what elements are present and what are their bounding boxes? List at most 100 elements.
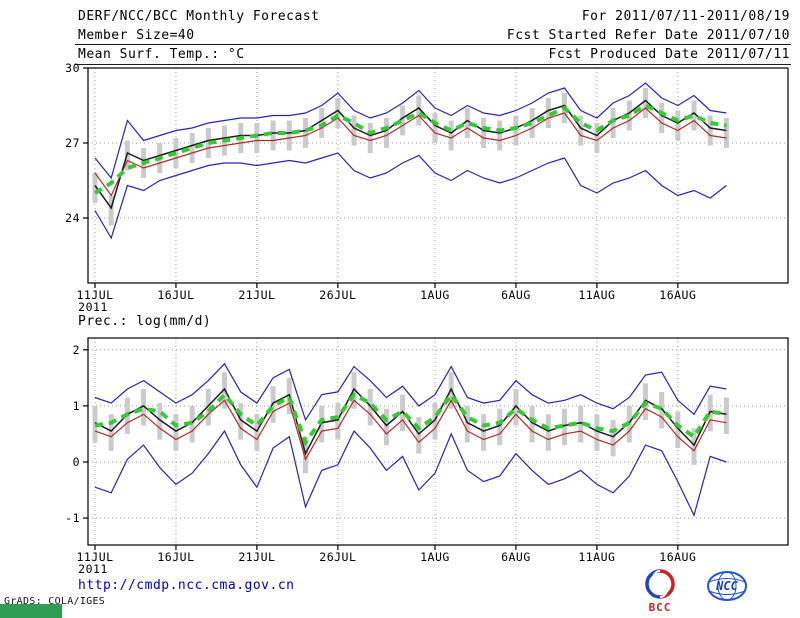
x-year-label: 2011: [78, 300, 108, 314]
spread-bar: [513, 389, 519, 426]
spread-bar: [691, 428, 697, 465]
x-tick-label: 11AUG: [578, 288, 615, 302]
x-tick-label: 11JUL: [76, 288, 113, 302]
x-year-label: 2011: [78, 562, 108, 576]
x-tick-label: 6AUG: [501, 550, 531, 564]
y-tick-label: 30: [65, 61, 80, 75]
header-row-1: DERF/NCC/BCC Monthly Forecast For 2011/0…: [78, 7, 790, 26]
spread-bar: [108, 195, 114, 226]
header-divider-2: [75, 64, 791, 65]
ncc-logo-meridian: [717, 571, 737, 601]
precip-panel-label: Prec.: log(mm/d): [78, 314, 212, 329]
spread-bar: [594, 123, 600, 153]
spread-bar: [286, 120, 292, 151]
spread-bar: [254, 123, 260, 153]
spread-bar: [707, 115, 713, 146]
spread-bar: [610, 419, 616, 457]
spread-bar: [189, 133, 195, 163]
spread-bar: [416, 417, 422, 454]
series-climatology: [93, 103, 727, 195]
spread-bar: [529, 405, 535, 443]
x-tick-label: 26JUL: [319, 550, 356, 564]
bcc-logo-swirl: [652, 570, 668, 598]
logos: BCC NCC: [645, 569, 747, 614]
spread-bar: [545, 414, 551, 451]
spread-bar: [545, 98, 551, 128]
spread-bar: [319, 108, 325, 138]
x-tick-label: 26JUL: [319, 288, 356, 302]
y-tick-label: 1: [73, 399, 80, 413]
series-climatology: [94, 391, 727, 447]
series-ensemble-min: [94, 429, 727, 518]
spread-bar: [691, 100, 697, 131]
x-tick-label: 11JUL: [76, 550, 113, 564]
spread-bar: [432, 113, 438, 143]
spread-bar: [464, 405, 470, 443]
spread-bar: [481, 414, 487, 451]
series-ensemble-mean: [94, 387, 727, 456]
spread-bar: [400, 105, 406, 136]
spread-bar: [173, 414, 179, 451]
spread-bar: [238, 403, 244, 440]
spread-bar: [578, 405, 584, 443]
spread-bar: [92, 173, 98, 203]
x-tick-label: 21JUL: [238, 288, 275, 302]
series-ensemble-max: [94, 82, 727, 180]
spread-bar: [723, 118, 729, 148]
series-ensemble-min: [94, 152, 727, 240]
x-tick-label: 21JUL: [238, 550, 275, 564]
y-tick-label: -1: [65, 511, 80, 525]
spread-bar: [642, 88, 648, 118]
plot-frame: [87, 337, 789, 546]
spread-bar: [723, 397, 729, 434]
spread-bar: [626, 100, 632, 131]
x-tick-label: 16AUG: [659, 550, 696, 564]
spread-bar: [610, 108, 616, 138]
ncc-logo: NCC: [707, 571, 747, 601]
spread-bar: [481, 118, 487, 148]
forecast-range-label: For 2011/07/11-2011/08/19: [581, 9, 790, 24]
member-size-label: Member Size=40: [78, 28, 195, 43]
spread-bar: [513, 115, 519, 146]
fcst-produced-label: Fcst Produced Date 2011/07/11: [548, 47, 790, 62]
spread-bar: [141, 389, 147, 426]
x-tick-label: 11AUG: [578, 550, 615, 564]
spread-bar: [351, 115, 357, 146]
spread-bar: [367, 389, 373, 426]
header-divider-1: [75, 44, 791, 45]
spread-bar: [416, 95, 422, 126]
ncc-logo-parallel-bottom: [708, 590, 746, 595]
spread-bar: [562, 408, 568, 446]
spread-bar: [675, 411, 681, 448]
spread-bar: [578, 115, 584, 146]
spread-bar: [529, 108, 535, 138]
x-tick-label: 1AUG: [420, 288, 450, 302]
series-model-forecast: [94, 107, 727, 197]
website-url: http://cmdp.ncc.cma.gov.cn: [78, 578, 295, 593]
spread-bar: [497, 120, 503, 151]
temperature-panel-label: Mean Surf. Temp.: °C: [78, 47, 245, 62]
header: DERF/NCC/BCC Monthly Forecast For 2011/0…: [78, 7, 790, 64]
bottom-left-green-box: [0, 604, 62, 618]
header-row-2: Member Size=40 Fcst Started Refer Date 2…: [78, 26, 790, 45]
x-tick-label: 16JUL: [157, 288, 194, 302]
bcc-logo: BCC: [645, 569, 675, 614]
spread-bar: [302, 118, 308, 148]
spread-bar: [367, 123, 373, 153]
header-row-3: Mean Surf. Temp.: °C Fcst Produced Date …: [78, 45, 790, 64]
y-tick-label: 24: [65, 211, 80, 225]
spread-bar: [335, 403, 341, 440]
bcc-logo-text: BCC: [649, 601, 672, 614]
spread-bar: [497, 408, 503, 446]
spread-bar: [108, 414, 114, 451]
spread-bar: [205, 128, 211, 158]
spread-bar: [432, 403, 438, 440]
spread-bar: [448, 120, 454, 151]
y-tick-label: 27: [65, 136, 80, 150]
spread-bar: [659, 103, 665, 133]
x-tick-label: 6AUG: [501, 288, 531, 302]
spread-bar: [400, 394, 406, 432]
ncc-logo-text: NCC: [715, 579, 738, 593]
y-tick-label: 2: [73, 343, 80, 357]
